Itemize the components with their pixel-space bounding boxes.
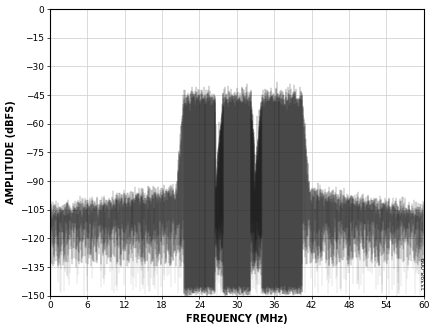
Y-axis label: AMPLITUDE (dBFS): AMPLITUDE (dBFS) (6, 101, 16, 204)
Text: 13398-009: 13398-009 (421, 257, 425, 290)
X-axis label: FREQUENCY (MHz): FREQUENCY (MHz) (186, 314, 287, 324)
